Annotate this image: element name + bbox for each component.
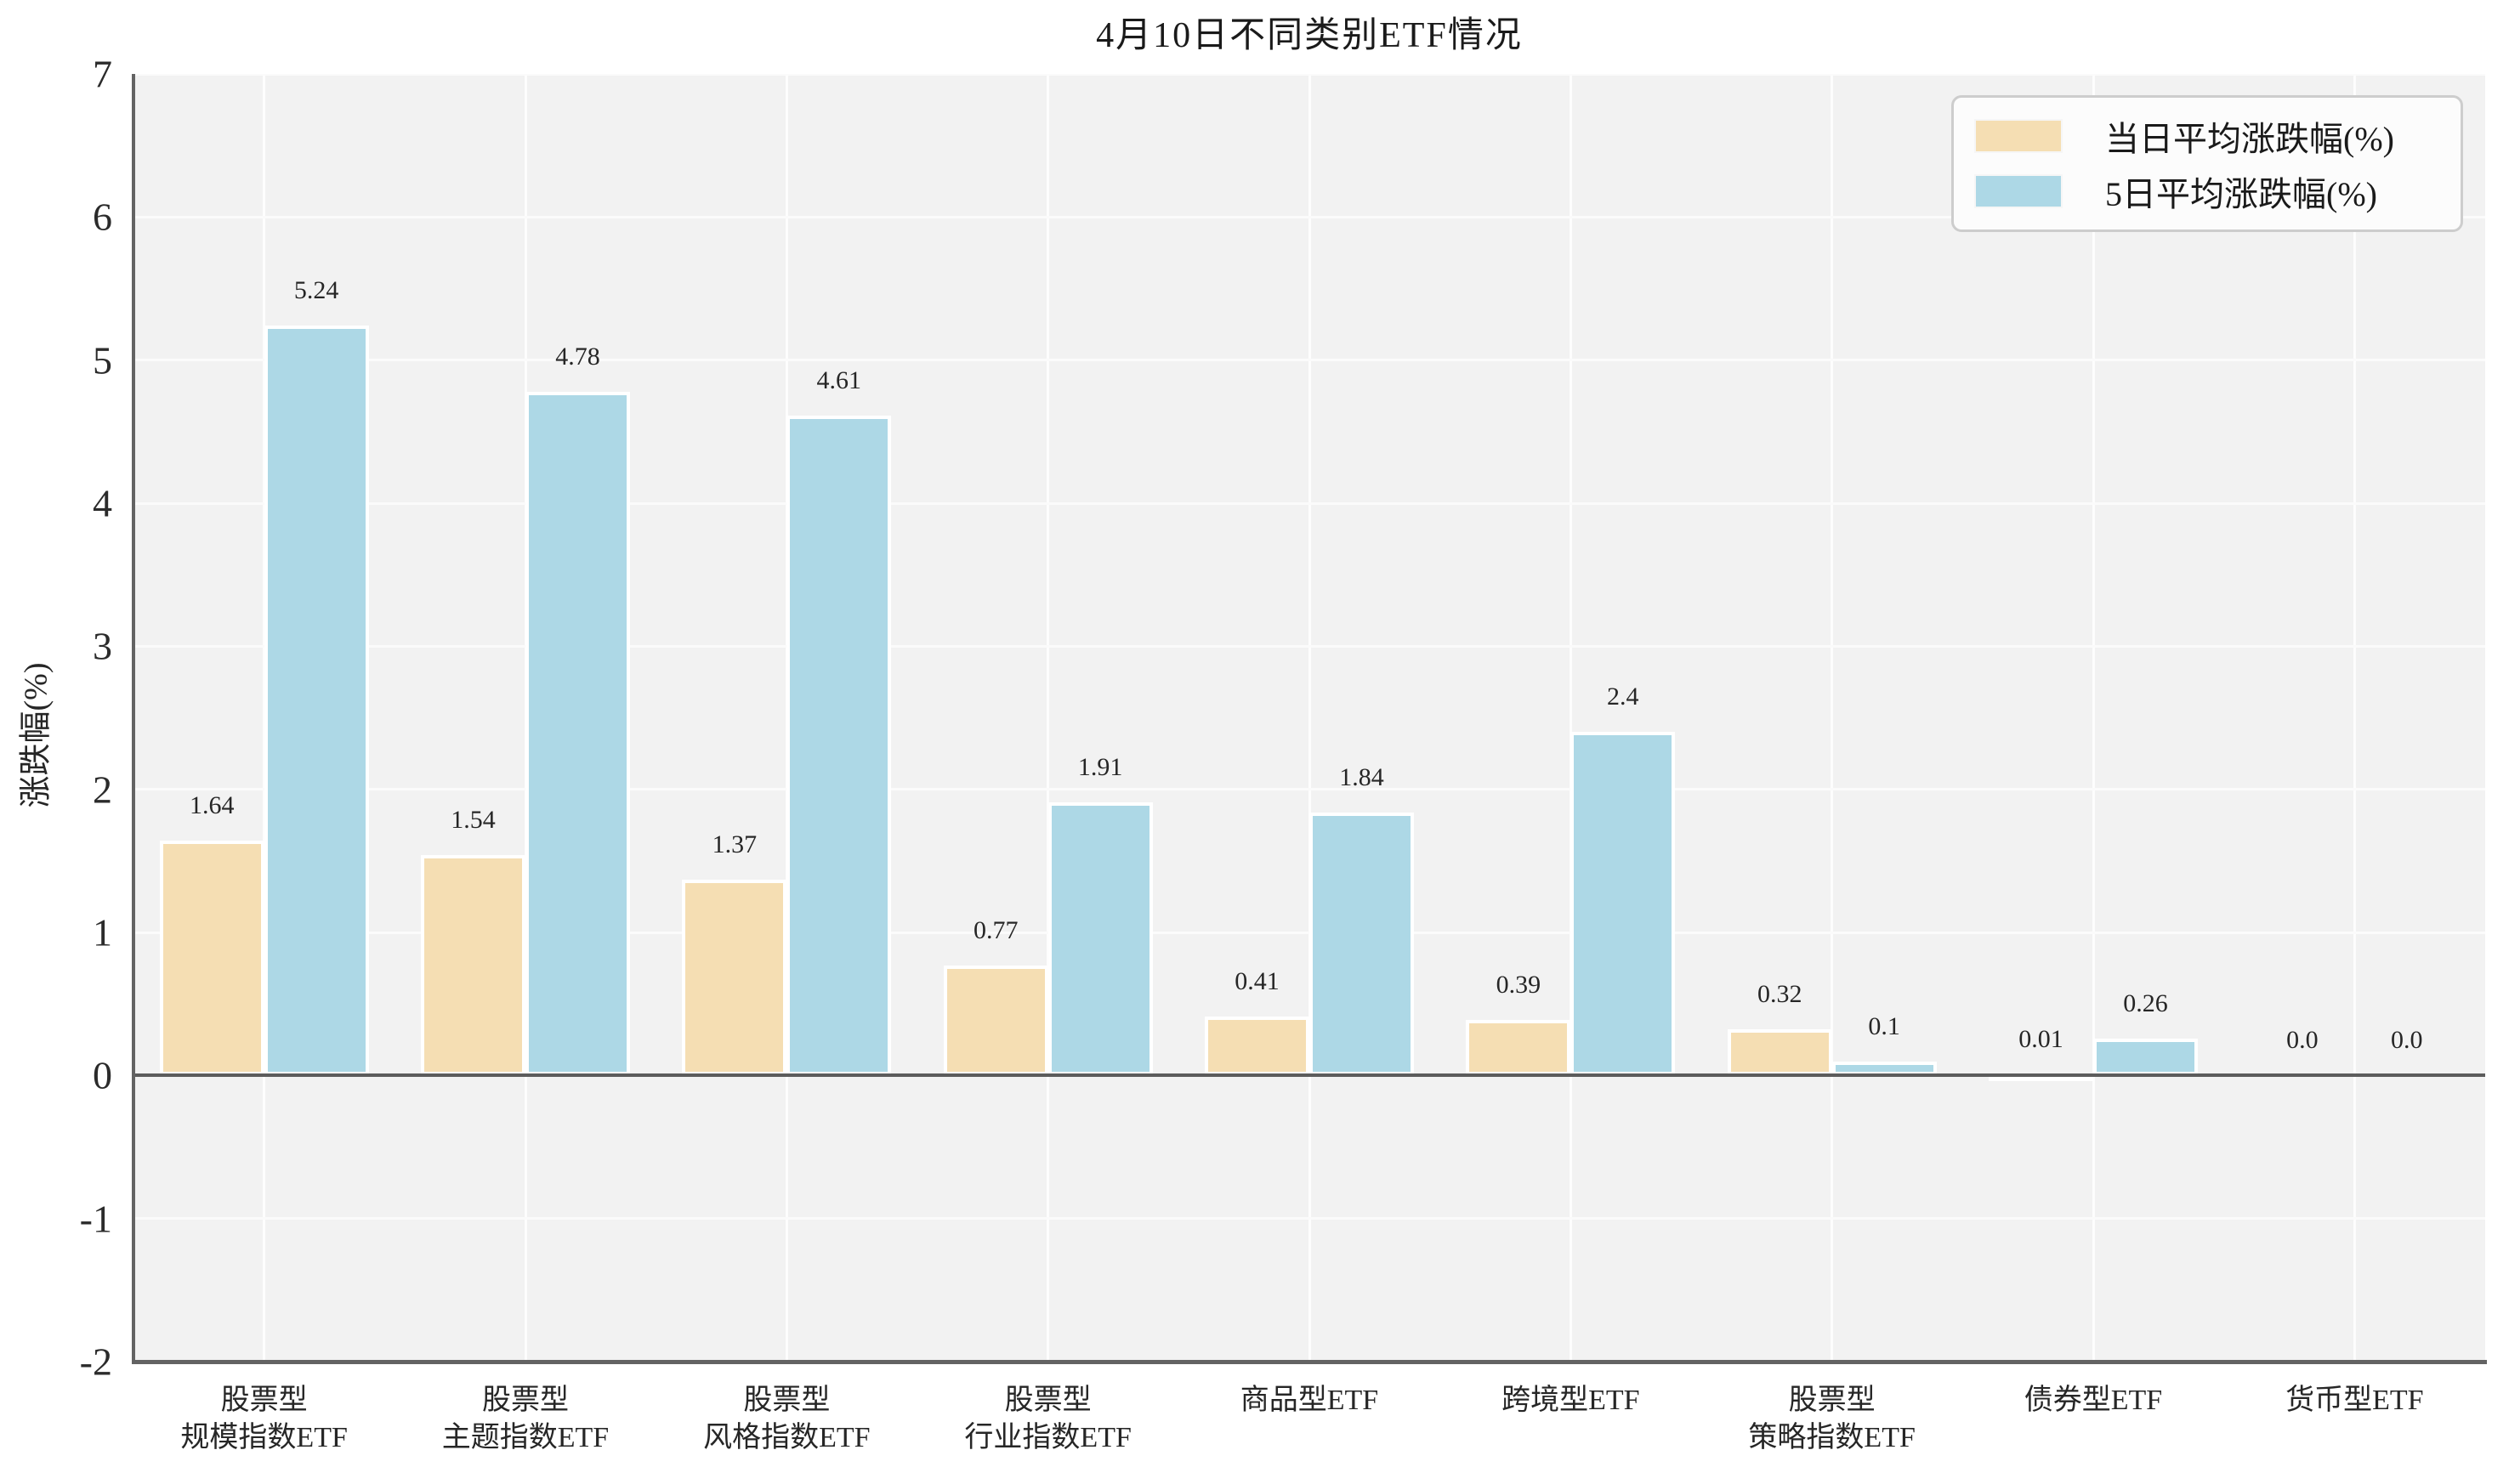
value-label-series0-cat3: 0.77 [973, 915, 1019, 944]
ytick-label-5: 5 [93, 338, 112, 382]
bar-series1-cat5 [1570, 732, 1676, 1076]
gridline-y-5 [133, 359, 2485, 362]
ytick-label-2: 2 [93, 767, 112, 812]
value-label-series0-cat4: 0.41 [1235, 967, 1280, 996]
legend-swatch-5day [1974, 174, 2063, 209]
xtick-label-4: 商品型ETF [1240, 1382, 1378, 1419]
xtick-label-line: 股票型 [481, 1385, 569, 1416]
gridline-x-4 [1308, 74, 1311, 1362]
gridline-x-5 [1569, 74, 1572, 1362]
bar-series1-cat1 [525, 391, 630, 1076]
ytick-label-7: 7 [93, 52, 112, 96]
gridline-y-7 [133, 74, 2485, 76]
legend-item-5day: 5日平均涨跌幅(%) [1974, 167, 2438, 216]
value-label-series0-cat6: 0.32 [1757, 980, 1802, 1009]
bar-series0-cat5 [1466, 1019, 1571, 1076]
value-label-series1-cat2: 4.61 [816, 366, 862, 395]
xtick-label-line: 主题指数ETF [441, 1422, 610, 1453]
bar-series1-cat4 [1309, 812, 1414, 1076]
ytick-label-4: 4 [93, 481, 112, 525]
xtick-label-line: 策略指数ETF [1748, 1422, 1916, 1453]
value-label-series1-cat4: 1.84 [1339, 762, 1384, 791]
legend-label-5day: 5日平均涨跌幅(%) [2105, 175, 2377, 214]
y-axis-spine [132, 74, 135, 1364]
value-label-series1-cat8: 0.0 [2391, 1026, 2423, 1055]
ytick-label--2: -2 [79, 1340, 112, 1384]
xtick-label-2: 股票型风格指数ETF [703, 1382, 870, 1457]
xtick-label-line: 商品型ETF [1240, 1385, 1379, 1416]
value-label-series0-cat1: 1.54 [451, 806, 496, 835]
value-label-series0-cat2: 1.37 [712, 830, 758, 858]
xtick-label-line: 行业指数ETF [964, 1422, 1132, 1453]
gridline-x-3 [1047, 74, 1050, 1362]
xtick-label-line: 股票型 [1004, 1385, 1092, 1416]
legend-swatch-daily [1974, 118, 2063, 153]
bar-series0-cat0 [159, 841, 264, 1076]
ytick-label-6: 6 [93, 195, 112, 239]
value-label-series0-cat5: 0.39 [1496, 970, 1541, 999]
zero-baseline [133, 1073, 2485, 1078]
value-label-series0-cat0: 1.64 [189, 791, 235, 820]
gridline-y-4 [133, 501, 2485, 505]
xtick-label-line: 股票型 [220, 1385, 308, 1416]
gridline-y-3 [133, 644, 2485, 648]
bar-series0-cat4 [1205, 1017, 1309, 1076]
bar-series1-cat3 [1047, 801, 1153, 1076]
x-axis-spine [132, 1360, 2487, 1364]
xtick-label-1: 股票型主题指数ETF [442, 1382, 609, 1457]
bar-series1-cat7 [2093, 1038, 2198, 1076]
value-label-series1-cat3: 1.91 [1077, 752, 1123, 781]
bar-series1-cat0 [264, 326, 369, 1076]
xtick-label-6: 股票型策略指数ETF [1748, 1382, 1915, 1457]
legend-label-daily: 当日平均涨跌幅(%) [2105, 119, 2394, 158]
value-label-series1-cat0: 5.24 [293, 276, 339, 305]
xtick-label-8: 货币型ETF [2285, 1382, 2423, 1419]
gridline-y-2 [133, 788, 2485, 791]
legend-item-daily: 当日平均涨跌幅(%) [1974, 111, 2438, 161]
xtick-label-line: 股票型 [1788, 1385, 1876, 1416]
gridline-x-7 [2092, 74, 2095, 1362]
plot-area: 1.64 1.54 1.37 0.77 0.41 0.39 0.32 0.01 0.0 5.24 4… [133, 74, 2485, 1362]
xtick-label-line: 跨境型ETF [1501, 1385, 1640, 1416]
value-label-series1-cat7: 0.26 [2123, 988, 2168, 1017]
gridline-x-8 [2353, 74, 2356, 1362]
ytick-label-1: 1 [93, 910, 112, 954]
value-label-series0-cat7: 0.01 [2018, 1024, 2063, 1053]
xtick-label-line: 风格指数ETF [703, 1422, 871, 1453]
xtick-label-line: 货币型ETF [2285, 1385, 2424, 1416]
bar-series0-cat3 [943, 965, 1048, 1076]
ytick-label-0: 0 [93, 1053, 112, 1097]
ytick-label--1: -1 [79, 1197, 112, 1241]
xtick-label-line: 债券型ETF [2024, 1385, 2163, 1416]
gridline-y--1 [133, 1217, 2485, 1221]
value-label-series0-cat8: 0.0 [2286, 1026, 2319, 1055]
value-label-series1-cat1: 4.78 [555, 342, 600, 371]
xtick-label-7: 债券型ETF [2024, 1382, 2162, 1419]
xtick-label-line: 规模指数ETF [180, 1422, 348, 1453]
xtick-label-0: 股票型规模指数ETF [180, 1382, 347, 1457]
value-label-series1-cat5: 2.4 [1607, 683, 1639, 711]
xtick-label-3: 股票型行业指数ETF [964, 1382, 1131, 1457]
bar-series0-cat2 [682, 879, 787, 1076]
value-label-series1-cat6: 0.1 [1868, 1011, 1900, 1040]
xtick-label-line: 股票型 [743, 1385, 831, 1416]
xtick-label-5: 跨境型ETF [1501, 1382, 1639, 1419]
bar-series0-cat6 [1727, 1029, 1832, 1076]
ytick-label-3: 3 [93, 624, 112, 668]
bar-series1-cat2 [786, 416, 892, 1076]
legend: 当日平均涨跌幅(%) 5日平均涨跌幅(%) [1951, 95, 2463, 232]
gridline-x-6 [1831, 74, 1834, 1362]
gridline-y-6 [133, 215, 2485, 218]
bar-series0-cat1 [421, 855, 525, 1076]
chart-title: 4月10日不同类别ETF情况 [1096, 16, 1523, 55]
